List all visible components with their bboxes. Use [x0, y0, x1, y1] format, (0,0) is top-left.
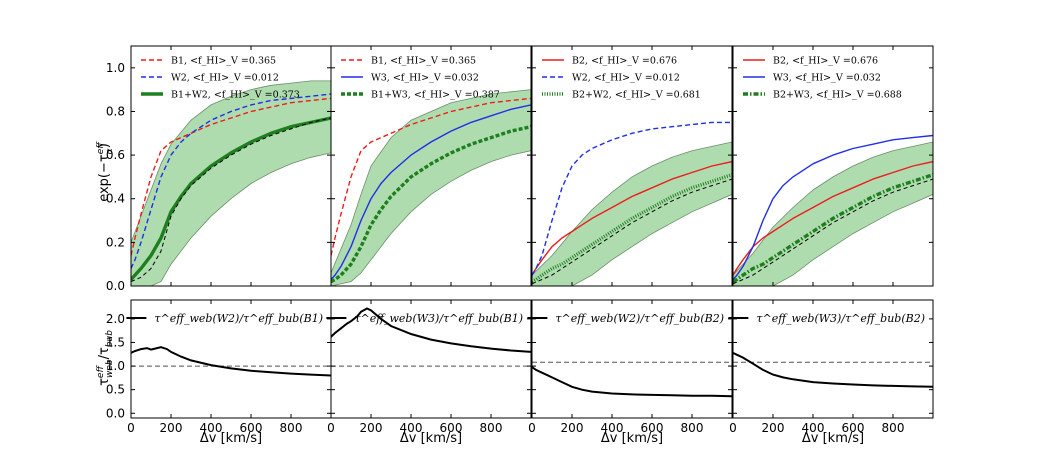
panel-3-series-4	[532, 178, 732, 285]
panel-3-legend-label-1: B2, <f_HI>_V =0.676	[572, 56, 677, 67]
panel-4-series-1	[733, 160, 933, 276]
panel-4-x-tick-label: 800	[882, 421, 905, 435]
top-y-tick-label: 0.2	[106, 235, 125, 249]
axes-frames	[130, 45, 934, 419]
panel-3-series-3	[532, 173, 732, 284]
panel-2-x-tick-label: 0	[327, 421, 335, 435]
legend-layer: B1, <f_HI>_V =0.365 W2, <f_HI>_V =0.012 B1…	[126, 56, 925, 325]
panel-3-x-tick-label: 800	[681, 421, 704, 435]
panel-3-x-tick-label: 200	[561, 421, 584, 435]
top-y-tick-label: 0.6	[106, 148, 125, 162]
panel-1-x-tick-label: 0	[127, 421, 135, 435]
top-y-tick-label: 0.0	[106, 279, 125, 293]
panel-1-x-axis-label: Δv [km/s]	[200, 431, 262, 446]
top-y-tick-label: 0.4	[106, 192, 125, 206]
band-layer	[131, 80, 933, 286]
panel-1-band	[131, 80, 331, 286]
bottom-y-tick-label: 0.0	[106, 406, 125, 420]
bottom-y-axis-label: τeffweb/τbub	[96, 330, 115, 386]
panel-3-series-2	[532, 121, 732, 276]
panel-1-series-3	[131, 116, 331, 281]
panel-2-bottom-frame	[330, 299, 532, 419]
panel-1-x-tick-label: 400	[200, 421, 223, 435]
tick-layer: 0 200 400 600 800 Δv [km/s] 0 200 400 600 800 Δv [k…	[106, 46, 933, 446]
panel-2-x-tick-label: 600	[440, 421, 463, 435]
panel-2-ratio-line	[331, 307, 531, 353]
panel-4-x-tick-label: 200	[762, 421, 785, 435]
panel-2-series-1	[331, 97, 531, 256]
panel-2-top-frame	[330, 45, 532, 287]
top-y-tick-label: 0.8	[106, 104, 125, 118]
reference-lines	[131, 361, 933, 367]
panel-1-legend-label-3: B1+W2, <f_HI>_V =0.373	[171, 90, 300, 101]
panel-4-top-frame	[732, 45, 934, 287]
panel-1-ratio-line	[131, 346, 331, 377]
panel-1-series-2	[131, 93, 331, 269]
panel-3-x-tick-label: 0	[528, 421, 536, 435]
panel-3-top-frame	[531, 45, 733, 287]
panel-3-ratio-line	[532, 366, 732, 398]
panel-2-x-tick-label: 800	[480, 421, 503, 435]
panel-2-x-tick-label: 200	[360, 421, 383, 435]
panel-3-bottom-frame	[531, 299, 733, 419]
panel-1-x-tick-label: 200	[160, 421, 183, 435]
panel-3-series-1	[532, 160, 732, 276]
panel-2-series-3	[331, 125, 531, 284]
bottom-y-tick-label: 2.0	[106, 312, 125, 326]
panel-4-x-tick-label: 0	[729, 421, 737, 435]
panel-2-band	[331, 89, 531, 286]
panel-1-legend-label-2: W2, <f_HI>_V =0.012	[171, 73, 279, 84]
panel-4-x-axis-label: Δv [km/s]	[802, 431, 864, 446]
panel-1-ratio-label: τ^eff_web(W2)/τ^eff_bub(B1)	[154, 312, 323, 325]
top-y-axis-label: exp(−τeffα)	[96, 141, 115, 202]
panel-3-band	[532, 141, 732, 286]
panel-4-x-tick-label: 400	[802, 421, 825, 435]
panel-4-band	[733, 141, 933, 286]
series-layer	[131, 93, 933, 398]
panel-2-ratio-label: τ^eff_web(W3)/τ^eff_bub(B1)	[354, 312, 523, 325]
top-y-tick-label: 1.0	[106, 61, 125, 75]
panel-2-legend-label-3: B1+W3, <f_HI>_V =0.387	[371, 90, 500, 101]
panel-4-series-4	[733, 178, 933, 285]
panel-4-series-3	[733, 173, 933, 284]
panel-4-legend-label-1: B2, <f_HI>_V =0.676	[773, 56, 878, 67]
panel-4-bottom-frame	[732, 299, 934, 419]
panel-4-ratio-line	[733, 351, 933, 388]
panel-4-legend-label-2: W3, <f_HI>_V =0.032	[773, 73, 881, 84]
bottom-y-tick-label: 1.5	[106, 335, 125, 349]
panel-2-legend-label-2: W3, <f_HI>_V =0.032	[371, 73, 479, 84]
panel-1-series-1	[131, 97, 331, 256]
panel-1-x-tick-label: 600	[240, 421, 263, 435]
bottom-y-tick-label: 0.5	[106, 383, 125, 397]
panel-2-x-axis-label: Δv [km/s]	[400, 431, 462, 446]
panel-4-ratio-label: τ^eff_web(W3)/τ^eff_bub(B2)	[756, 312, 925, 325]
panel-4-series-2	[733, 134, 933, 280]
bottom-y-tick-label: 1.0	[106, 359, 125, 373]
panel-4-x-tick-label: 600	[842, 421, 865, 435]
panel-2-x-tick-label: 400	[400, 421, 423, 435]
panel-3-ratio-label: τ^eff_web(W2)/τ^eff_bub(B2)	[555, 312, 724, 325]
panel-3-x-tick-label: 600	[641, 421, 664, 435]
panel-3-legend-label-3: B2+W2, <f_HI>_V =0.681	[572, 90, 701, 101]
panel-3-legend-label-2: W2, <f_HI>_V =0.012	[572, 73, 680, 84]
panel-1-legend-label-1: B1, <f_HI>_V =0.365	[171, 56, 276, 67]
panel-3-x-tick-label: 400	[601, 421, 624, 435]
panel-2-series-2	[331, 104, 531, 280]
panel-3-x-axis-label: Δv [km/s]	[601, 431, 663, 446]
panel-1-x-tick-label: 800	[280, 421, 303, 435]
panel-2-legend-label-1: B1, <f_HI>_V =0.365	[371, 56, 476, 67]
panel-4-legend-label-3: B2+W3, <f_HI>_V =0.688	[773, 90, 902, 101]
